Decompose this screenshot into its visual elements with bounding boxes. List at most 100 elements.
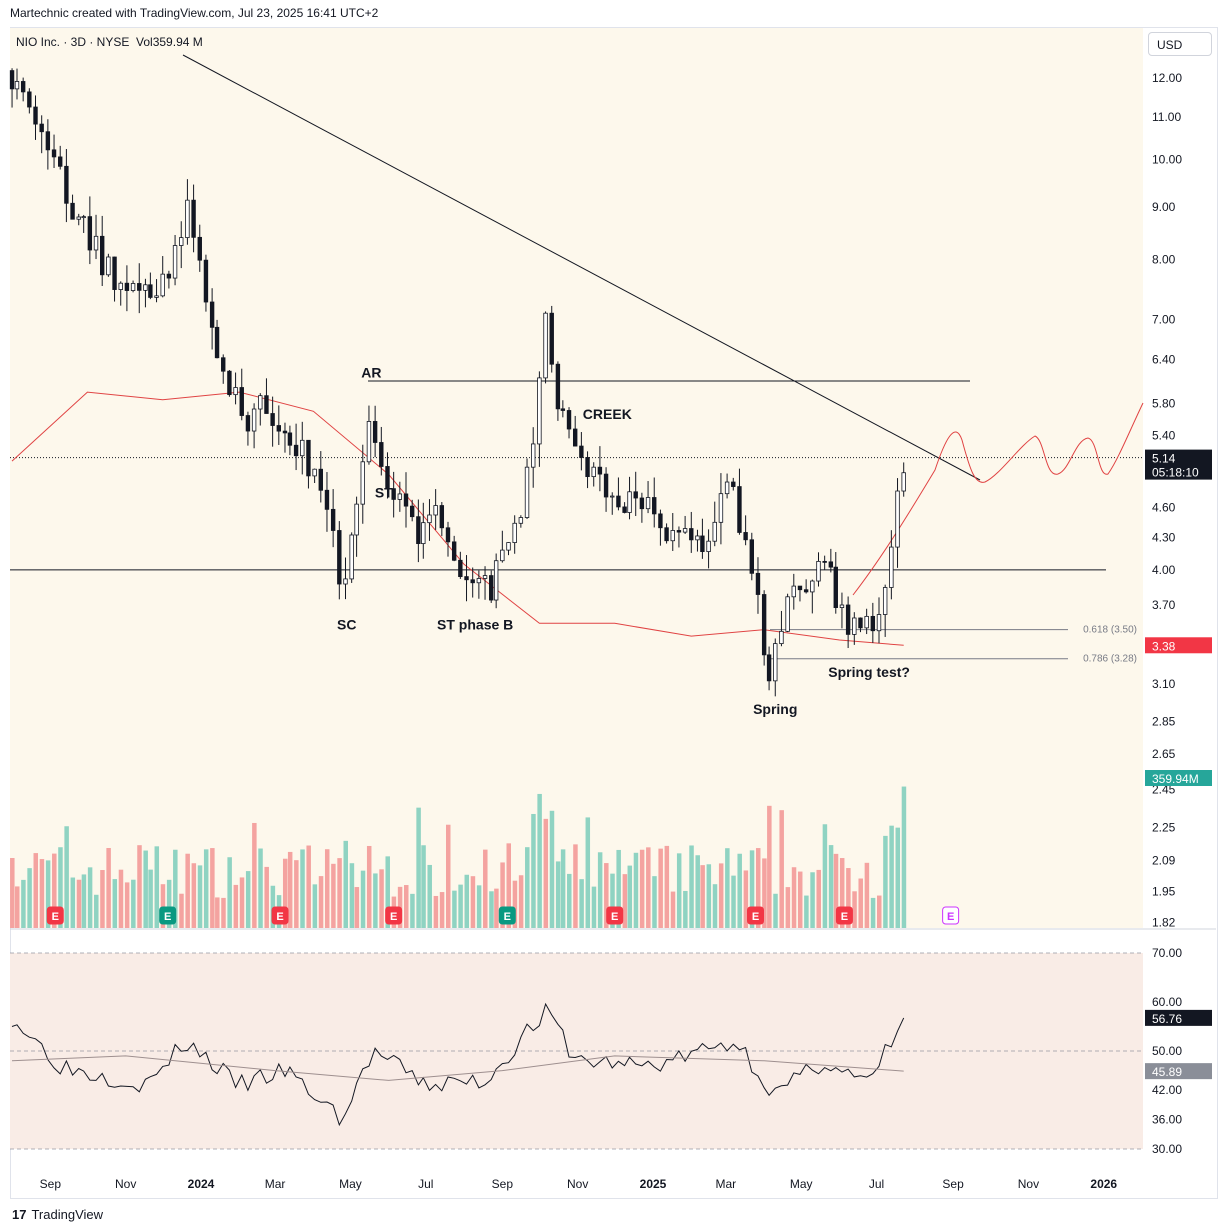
candle-body [172,245,178,279]
volume-bar [676,853,682,928]
volume-bar [560,849,566,928]
volume-bar [901,786,907,928]
volume-bar [27,868,32,928]
candle-body [154,295,159,298]
volume-bar [124,882,130,928]
candle-body [9,70,15,90]
candle-body [106,256,111,276]
volume-bar [312,884,318,928]
volume-bar [445,824,451,928]
volume-bar [797,871,803,928]
candle-body [76,216,81,220]
candle-body [749,539,754,574]
currency-button[interactable]: USD [1148,32,1212,56]
volume-bar [439,892,445,928]
rsi-ma-value-badge: 45.89 [1152,1065,1182,1079]
candle-body [476,578,482,584]
candle-body [312,468,317,477]
last-price-badge: 05:18:10 [1152,466,1199,480]
candle-body [209,301,215,328]
volume-bar [791,867,797,928]
price-tick-label: 2.65 [1152,747,1176,761]
earnings-marker [271,906,289,925]
time-tick-label: Mar [716,1177,737,1191]
volume-bar [112,879,118,928]
volume-bar [483,849,488,928]
candle-body [300,439,305,457]
volume-bar [718,863,724,928]
candle-body [439,505,445,529]
price-tick-label: 4.00 [1152,563,1176,577]
price-tick-label: 1.95 [1152,885,1176,899]
brand-name: TradingView [31,1207,104,1222]
earnings-marker [835,906,853,925]
candle-body [166,273,172,279]
volume-bar [567,873,572,928]
earnings-marker-label: E [164,911,171,923]
candle-body [372,421,378,443]
price-tick-label: 4.60 [1152,500,1176,514]
volume-bar [421,845,426,928]
volume-bar [258,848,263,928]
ma-value-badge-bg [1145,637,1212,654]
candle-body [622,506,627,513]
candle-body [264,395,269,414]
volume-bar [555,861,561,928]
volume-bar [494,888,499,928]
candle-body [718,493,724,523]
candle-body [354,503,359,536]
candle-body [652,497,657,515]
candle-body [743,532,748,541]
candle-body [148,284,153,298]
candle-body [882,587,888,615]
rsi-ma-value-badge-bg [1145,1063,1212,1080]
price-pane-background [10,28,1143,928]
volume-bar [773,893,778,928]
candle-body [633,491,638,499]
volume-bar [506,843,512,928]
candle-body [664,527,669,542]
earnings-marker-label: E [611,911,618,923]
candle-body [901,472,906,492]
candle-body [706,540,711,553]
candle-body [70,202,75,220]
candle-body [864,615,869,629]
rsi-tick-label: 60.00 [1152,995,1182,1009]
wyckoff-annotation: SC [337,617,356,633]
volume-bar [518,875,524,928]
candle-body [464,576,469,581]
volume-bar [683,890,688,928]
volume-bar [652,876,657,928]
wyckoff-annotation: ST phase B [437,617,513,633]
candle-body [766,654,772,682]
candle-body [258,395,263,410]
price-tick-label: 7.00 [1152,312,1176,326]
volume-bar [100,870,105,928]
volume-bar [52,853,57,928]
candle-body [839,604,845,608]
volume-bar [366,845,372,928]
time-tick-label: Jul [869,1177,884,1191]
volume-bar [427,864,432,928]
candle-body [555,363,561,410]
candle-body [458,559,463,577]
volume-bar [270,885,276,928]
volume-bar [287,851,293,928]
candle-body [403,493,409,507]
downtrend-line [182,54,981,481]
volume-bar [300,849,305,928]
candle-body [585,457,590,478]
earnings-marker-label: E [52,911,59,923]
price-tick-label: 2.25 [1152,820,1176,834]
wyckoff-annotation: CREEK [583,406,632,422]
candle-body [572,428,578,447]
volume-bar [804,895,809,928]
volume-bar [197,865,203,928]
candle-body [785,596,790,632]
volume-bar [549,810,555,928]
volume-bar [846,868,851,928]
earnings-marker [159,906,177,925]
volume-bar [489,891,494,928]
volume-bar [154,846,160,928]
